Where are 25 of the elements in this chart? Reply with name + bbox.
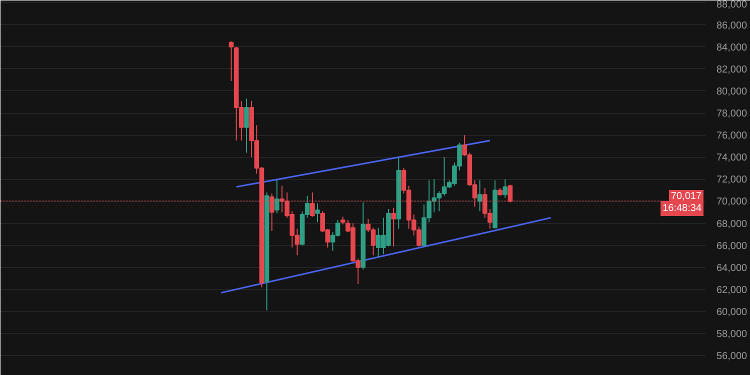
y-tick-label: 76,000 (716, 130, 748, 142)
candlestick (274, 178, 280, 214)
annotation: 16:48:34 (662, 203, 702, 214)
y-tick-label: 56,000 (716, 351, 748, 362)
y-tick-label: 88,000 (716, 0, 748, 10)
candlestick (244, 98, 249, 154)
y-tick-label: 60,000 (716, 307, 748, 318)
y-tick-label: 78,000 (716, 108, 748, 120)
candlestick (391, 207, 396, 247)
y-tick-label: 66,000 (716, 240, 748, 252)
candlestick (315, 202, 320, 223)
ref-line-label: 70,017 (670, 191, 702, 202)
y-tick-label: 80,000 (716, 86, 748, 98)
y-tick-label: 86,000 (716, 20, 748, 32)
y-tick-label: 62,000 (716, 284, 748, 296)
y-tick-label: 84,000 (716, 42, 748, 54)
y-tick-label: 72,000 (716, 174, 748, 186)
candlestick (228, 40, 234, 82)
y-tick-label: 58,000 (716, 329, 748, 340)
y-tick-label: 68,000 (716, 218, 748, 230)
y-tick-label: 70,000 (716, 196, 748, 208)
y-tick-label: 64,000 (716, 262, 748, 274)
candlestick (502, 178, 508, 198)
y-tick-label: 74,000 (716, 152, 748, 164)
y-tick-label: 82,000 (716, 64, 748, 76)
